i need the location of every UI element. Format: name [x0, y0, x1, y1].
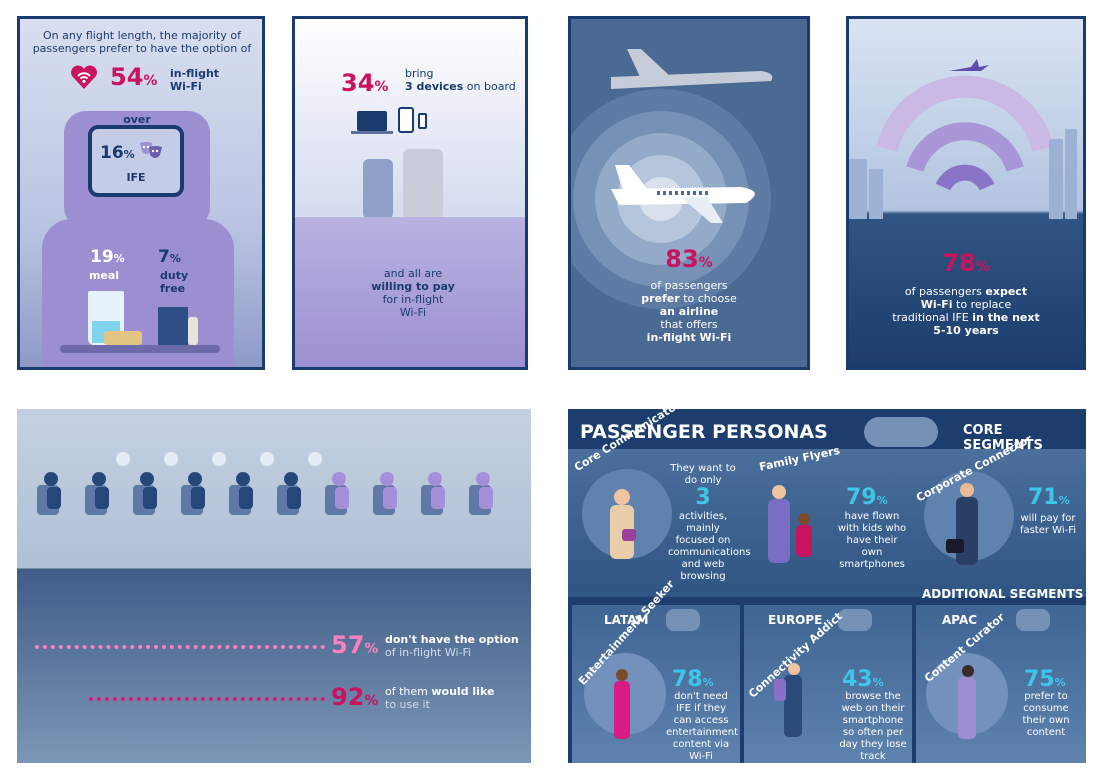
- heart-wifi-icon: [71, 65, 97, 89]
- apac-percent: 75%: [1024, 667, 1066, 692]
- tablet-icon: [398, 107, 414, 133]
- corporate-connector-percent: 71%: [1028, 485, 1070, 510]
- europe-globe-icon: [838, 609, 872, 631]
- additional-segments-label: ADDITIONAL SEGMENTS: [922, 587, 1084, 601]
- panel-replace-ife: 78% of passengers expect Wi-Fi to replac…: [846, 16, 1086, 370]
- wifi-label: in-flight Wi-Fi: [170, 67, 220, 93]
- corporate-head: [960, 483, 974, 497]
- corporate-connector-text: will pay for faster Wi-Fi: [1019, 513, 1077, 536]
- family-child-body: [796, 525, 812, 557]
- apac-globe-icon: [1016, 609, 1050, 631]
- core-communicator-pre: They want to do only: [670, 463, 736, 486]
- panel-devices: 34% bring 3 devices on board and all are…: [292, 16, 528, 370]
- duty-free-percent: 7%: [158, 247, 181, 267]
- laptop-base: [351, 131, 393, 134]
- panel1-headline: On any flight length, the majority of pa…: [32, 29, 252, 55]
- family-parent-body: [768, 499, 790, 563]
- tray-table: [60, 345, 220, 353]
- world-map-icon: [864, 417, 938, 447]
- personas-title: PASSENGER PERSONAS: [580, 421, 828, 443]
- duty-free-label: duty free: [160, 269, 189, 295]
- core-communicator-num: 3: [695, 485, 711, 510]
- latam-region: LATAM: [604, 613, 649, 627]
- laptop-icon: [357, 111, 387, 131]
- apac-region: APAC: [942, 613, 978, 627]
- would-like-percent: 92%: [331, 683, 379, 711]
- suitcase-large: [403, 149, 443, 219]
- core-communicator-post: activities, mainly focused on communicat…: [668, 511, 751, 582]
- family-flyers-text: have flown with kids who have their own …: [837, 511, 907, 570]
- meal-label: meal: [88, 269, 120, 282]
- devices-label: bring 3 devices on board: [405, 67, 516, 93]
- panel-wifi-preference: On any flight length, the majority of pa…: [17, 16, 265, 370]
- europe-percent: 43%: [842, 667, 884, 692]
- core-communicator-head: [614, 489, 630, 505]
- wifi-percent: 54%: [110, 63, 158, 91]
- briefcase-icon: [946, 539, 964, 553]
- willing-to-pay-text: and all are willing to pay for in-flight…: [371, 267, 455, 319]
- ife-screen: [88, 125, 184, 197]
- europe-text: browse the web on their smartphone so of…: [839, 691, 907, 762]
- choose-airline-text: of passengers prefer to choose an airlin…: [641, 279, 737, 344]
- airline-percent: 83%: [665, 245, 713, 273]
- panel-passenger-personas: PASSENGER PERSONAS CORE SEGMENTS Core Co…: [568, 409, 1086, 763]
- latam-globe-icon: [666, 609, 700, 631]
- perfume-bottle: [188, 317, 198, 345]
- replace-ife-text: of passengers expect Wi-Fi to replace tr…: [892, 285, 1040, 337]
- family-child-head: [798, 513, 810, 525]
- wifi-city-graphic: [849, 59, 1077, 219]
- no-option-text: don't have the option of in-flight Wi-Fi: [385, 633, 519, 659]
- devices-percent: 34%: [341, 69, 389, 97]
- phone-icon: [418, 113, 427, 129]
- family-parent-head: [772, 485, 786, 499]
- europe-region: EUROPE: [768, 613, 823, 627]
- handbag-icon: [622, 529, 636, 541]
- replace-ife-percent: 78%: [942, 249, 990, 277]
- sandwich: [104, 331, 142, 345]
- apac-text: prefer to consume their own content: [1022, 691, 1070, 738]
- family-flyers-percent: 79%: [846, 485, 888, 510]
- dotted-line-92: [89, 697, 325, 701]
- meal-percent: 19%: [90, 247, 125, 267]
- ife-percent: 16%: [100, 143, 135, 163]
- duty-free-bag: [158, 307, 188, 345]
- over-label: over: [123, 113, 151, 126]
- latam-text: don't need IFE if they can access entert…: [666, 691, 738, 762]
- latam-head: [616, 669, 628, 681]
- europe-body: [784, 675, 802, 737]
- seated-passengers-row: [37, 452, 493, 515]
- would-like-text: of them would like to use it: [385, 685, 495, 711]
- europe-head: [788, 663, 800, 675]
- europe-card: [744, 605, 912, 763]
- apac-head: [962, 665, 974, 677]
- no-option-percent: 57%: [331, 631, 379, 659]
- suitcase-small: [363, 159, 393, 219]
- apac-body: [958, 677, 976, 739]
- panel-no-wifi-option: 57% don't have the option of in-flight W…: [17, 409, 531, 763]
- dotted-line-57: [35, 645, 325, 649]
- wifi-rings-graphic: [571, 49, 773, 309]
- latam-body: [614, 681, 630, 739]
- floor: [295, 217, 525, 367]
- ife-label: IFE: [126, 171, 146, 184]
- latam-percent: 78%: [672, 667, 714, 692]
- panel-choose-airline: 83% of passengers prefer to choose an ai…: [568, 16, 810, 370]
- theater-masks-icon: [140, 142, 162, 158]
- backpack-icon: [774, 679, 786, 701]
- corporate-body: [956, 497, 978, 565]
